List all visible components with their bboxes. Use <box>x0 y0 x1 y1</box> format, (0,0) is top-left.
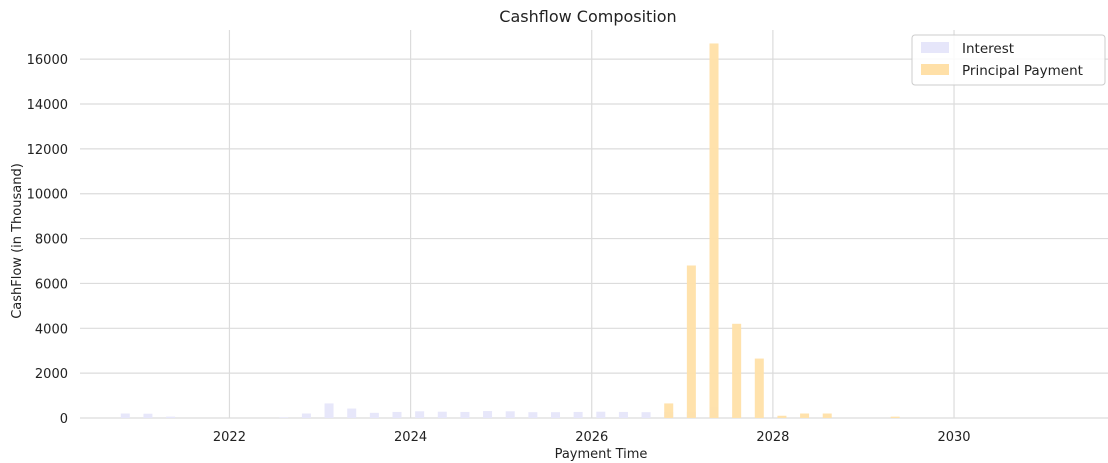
bar-principal-payment <box>664 403 674 418</box>
bar-interest <box>392 411 402 418</box>
bar-interest <box>324 403 334 418</box>
bar-interest <box>618 411 628 418</box>
bar-interest <box>437 411 447 418</box>
legend-label-interest: Interest <box>962 41 1014 57</box>
bar-interest <box>166 416 176 418</box>
x-axis-label: Payment Time <box>555 447 648 462</box>
legend-box <box>911 34 1106 86</box>
bar-interest <box>528 412 538 418</box>
legend-swatch-principal-payment <box>921 64 949 75</box>
y-axis-label: CashFlow (in Thousand) <box>10 163 25 319</box>
bar-interest <box>641 412 651 418</box>
bar-principal-payment <box>800 413 810 418</box>
bar-interest <box>369 412 379 418</box>
bar-interest <box>301 413 311 418</box>
y-tick-label: 4000 <box>35 322 68 337</box>
bar-principal-payment <box>709 43 719 419</box>
x-tick-label: 2026 <box>575 430 608 445</box>
x-tick-labels: 2022 2024 2026 2028 2030 <box>213 430 971 445</box>
x-tick-label: 2028 <box>756 430 789 445</box>
bar-principal-payment <box>822 413 832 418</box>
y-tick-label: 6000 <box>35 277 68 292</box>
bar-interest <box>415 411 425 418</box>
bar-interest <box>279 417 289 418</box>
legend-swatch-interest <box>921 42 949 53</box>
y-tick-label: 10000 <box>27 188 68 203</box>
bars <box>120 43 900 419</box>
y-tick-label: 12000 <box>27 143 68 158</box>
x-tick-label: 2024 <box>394 430 427 445</box>
x-tick-label: 2022 <box>213 430 246 445</box>
y-tick-label: 0 <box>60 412 68 427</box>
legend: Interest Principal Payment <box>911 34 1106 86</box>
x-tick-label: 2030 <box>937 430 970 445</box>
legend-label-principal-payment: Principal Payment <box>962 63 1083 79</box>
y-tick-label: 2000 <box>35 367 68 382</box>
bar-principal-payment <box>686 265 696 418</box>
bar-interest <box>347 408 357 418</box>
y-tick-label: 16000 <box>27 53 68 68</box>
bar-interest <box>596 411 606 418</box>
grid-lines <box>80 30 1108 419</box>
y-tick-label: 14000 <box>27 98 68 113</box>
bar-principal-payment <box>754 358 764 418</box>
chart-title: Cashflow Composition <box>499 7 676 26</box>
bar-interest <box>551 412 561 418</box>
bar-interest <box>505 411 515 418</box>
bar-interest <box>573 411 583 418</box>
bar-principal-payment <box>732 323 742 418</box>
bar-interest <box>143 413 153 418</box>
bar-interest <box>120 413 130 418</box>
y-tick-label: 8000 <box>35 233 68 248</box>
y-tick-labels: 0 2000 4000 6000 8000 10000 12000 14000 16000 <box>27 53 68 427</box>
bar-interest <box>483 411 493 418</box>
bar-principal-payment <box>777 415 787 418</box>
bar-interest <box>460 411 470 418</box>
bar-principal-payment <box>890 416 900 418</box>
